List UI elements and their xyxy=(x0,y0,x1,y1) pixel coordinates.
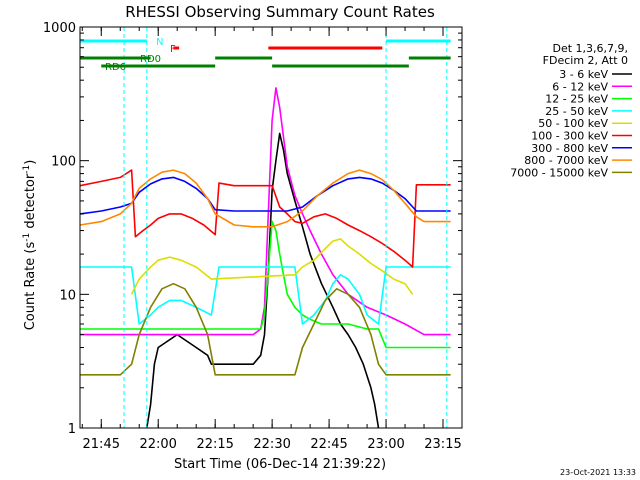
series-line-2 xyxy=(80,87,451,336)
y-axis-label: Count Rate (s-1 detector-1) xyxy=(22,160,38,331)
series-line-7 xyxy=(79,176,451,215)
x-tick-label: 22:00 xyxy=(139,437,176,452)
x-tick-label: 21:45 xyxy=(83,437,120,452)
x-tick-label: 22:15 xyxy=(196,437,233,452)
y-tick-label: 10 xyxy=(59,288,76,303)
y-label-sup: -1 xyxy=(22,165,32,174)
timestamp: 23-Oct-2021 13:33 xyxy=(560,468,636,477)
legend-header: FDecim 2, Att 0 xyxy=(543,54,628,67)
series-line-5 xyxy=(130,238,414,295)
y-tick-label: 1 xyxy=(68,422,76,437)
x-tick-label: 23:00 xyxy=(367,437,404,452)
flag-label-rd6: RD6 xyxy=(105,62,126,73)
y-label-part: Count Rate (s xyxy=(23,242,38,331)
series-line-6 xyxy=(79,169,451,268)
series-line-9 xyxy=(80,282,451,376)
series-line-3 xyxy=(80,220,451,349)
y-label-part: detector xyxy=(23,173,38,233)
series-line-1 xyxy=(146,132,380,429)
legend-entry-label: 100 - 300 keV xyxy=(531,130,608,143)
y-tick-label: 100 xyxy=(51,155,76,170)
legend-header: Det 1,3,6,7,9, xyxy=(552,42,628,55)
chart-title: RHESSI Observing Summary Count Rates xyxy=(125,3,435,21)
flag-label-f: F xyxy=(170,44,176,55)
legend-entry-label: 25 - 50 keV xyxy=(545,105,608,118)
legend-entry-label: 7000 - 15000 keV xyxy=(510,166,608,179)
flag-label-rd0: RD0 xyxy=(140,54,161,65)
legend-entry-label: 12 - 25 keV xyxy=(545,93,608,106)
legend-entry-label: 800 - 7000 keV xyxy=(524,154,608,167)
legend: Det 1,3,6,7,9,FDecim 2, Att 03 - 6 keV6 … xyxy=(510,42,632,179)
plot-frame xyxy=(79,26,463,429)
y-tick-label: 1000 xyxy=(43,21,76,36)
x-tick-label: 22:45 xyxy=(310,437,347,452)
flag-label-n: N xyxy=(156,37,163,48)
x-tick-label: 23:15 xyxy=(424,437,461,452)
y-label-part: ) xyxy=(23,160,38,165)
x-tick-label: 22:30 xyxy=(253,437,290,452)
legend-entry-label: 3 - 6 keV xyxy=(559,68,608,81)
legend-entry-label: 50 - 100 keV xyxy=(538,117,608,130)
legend-entry-label: 6 - 12 keV xyxy=(552,80,608,93)
plot-area: NF RD0 RD6 1 10 100 1000 21:45 22:00 22:15 22:30 22… xyxy=(43,21,463,452)
x-axis-label: Start Time (06-Dec-14 21:39:22) xyxy=(174,457,386,472)
legend-entry-label: 300 - 800 keV xyxy=(531,142,608,155)
y-label-sup: -1 xyxy=(22,233,32,242)
